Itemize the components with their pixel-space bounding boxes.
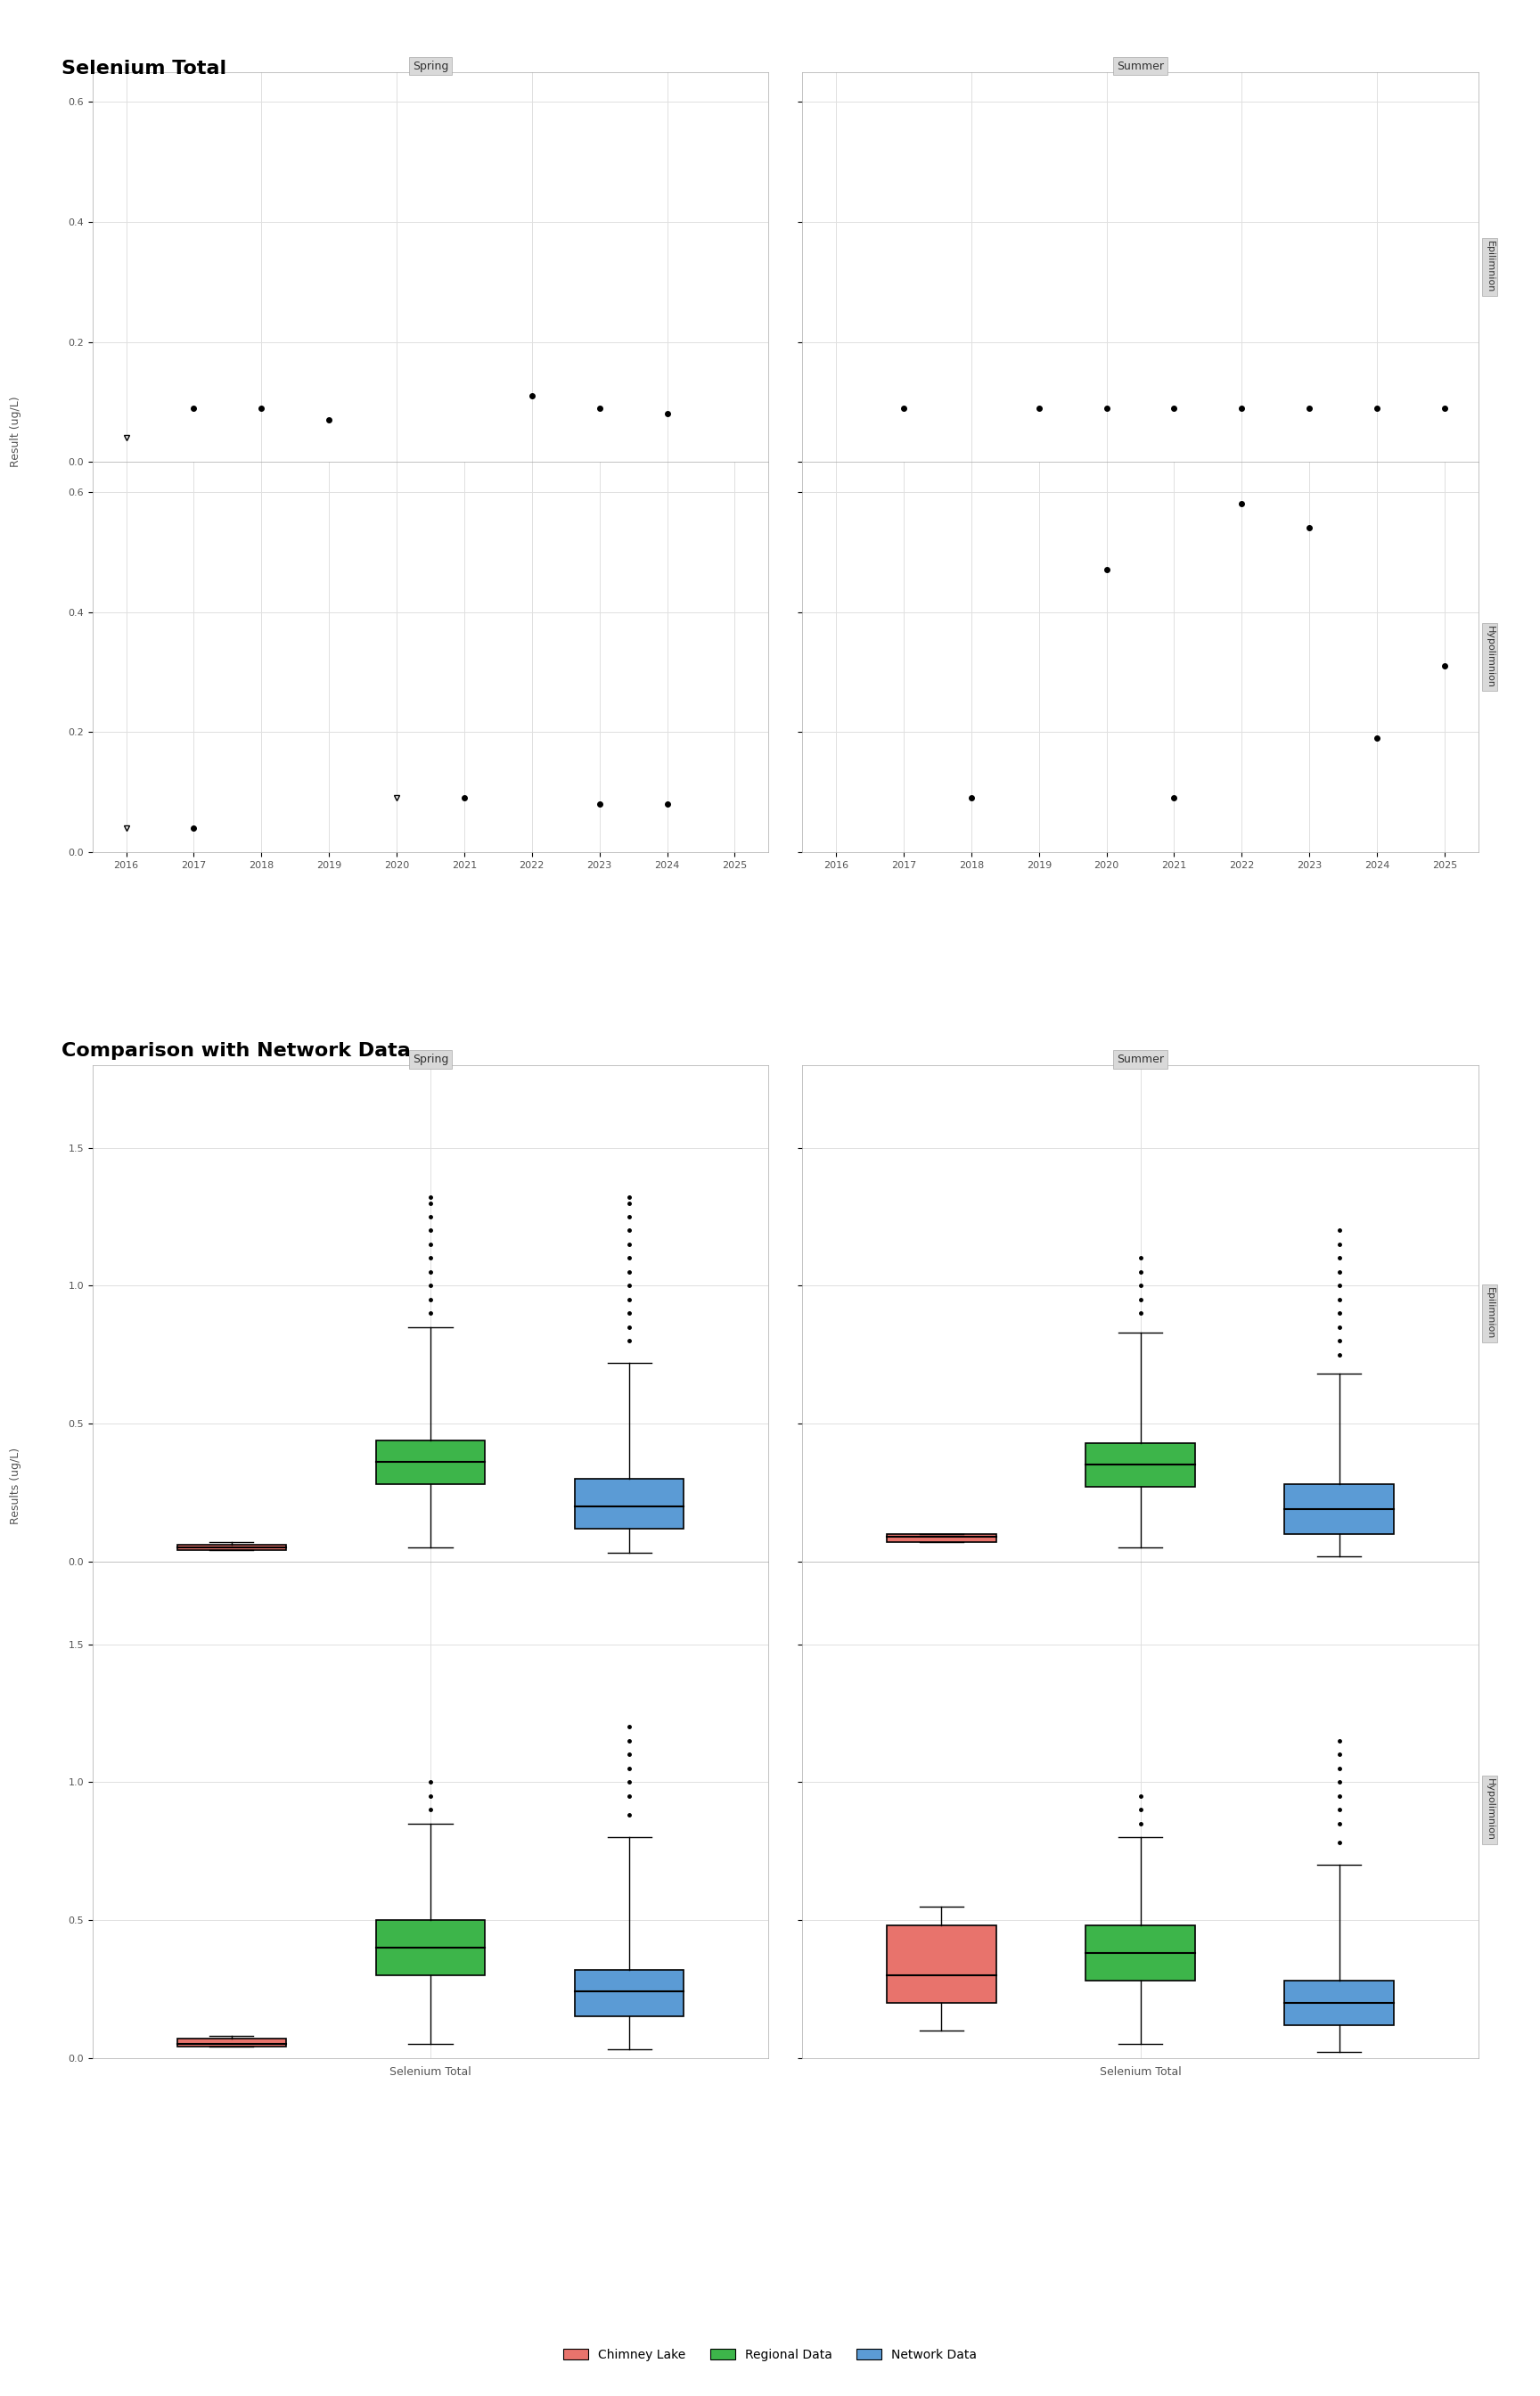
Text: Spring: Spring — [413, 60, 448, 72]
Text: Summer: Summer — [1116, 60, 1164, 72]
FancyBboxPatch shape — [1086, 1926, 1195, 1981]
Text: Comparison with Network Data: Comparison with Network Data — [62, 1042, 411, 1059]
FancyBboxPatch shape — [177, 2039, 286, 2046]
FancyBboxPatch shape — [574, 1478, 684, 1529]
FancyBboxPatch shape — [376, 1919, 485, 1974]
Text: Spring: Spring — [413, 1054, 448, 1066]
FancyBboxPatch shape — [376, 1440, 485, 1483]
Text: Hypolimnion: Hypolimnion — [1485, 625, 1494, 688]
FancyBboxPatch shape — [574, 1970, 684, 2017]
Text: Epilimnion: Epilimnion — [1485, 242, 1494, 292]
Text: Hypolimnion: Hypolimnion — [1485, 1778, 1494, 1840]
FancyBboxPatch shape — [1284, 1981, 1394, 2025]
Text: Results (ug/L): Results (ug/L) — [9, 1447, 22, 1524]
Text: Result (ug/L): Result (ug/L) — [9, 395, 22, 467]
FancyBboxPatch shape — [1086, 1442, 1195, 1488]
Text: Epilimnion: Epilimnion — [1485, 1287, 1494, 1339]
Text: Selenium Total: Selenium Total — [62, 60, 226, 77]
FancyBboxPatch shape — [1284, 1483, 1394, 1533]
FancyBboxPatch shape — [887, 1926, 996, 2003]
Legend: Chimney Lake, Regional Data, Network Data: Chimney Lake, Regional Data, Network Dat… — [557, 2343, 983, 2365]
Text: Summer: Summer — [1116, 1054, 1164, 1066]
FancyBboxPatch shape — [177, 1545, 286, 1550]
FancyBboxPatch shape — [887, 1533, 996, 1543]
